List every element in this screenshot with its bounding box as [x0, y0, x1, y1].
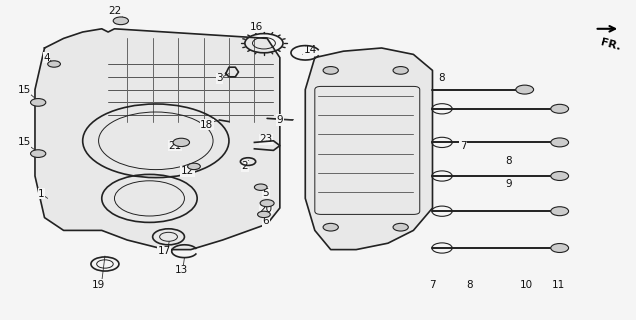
Text: 7: 7 [429, 280, 436, 291]
Circle shape [551, 207, 569, 216]
Text: 8: 8 [439, 73, 445, 84]
Circle shape [516, 85, 534, 94]
Text: 22: 22 [108, 6, 121, 16]
Polygon shape [35, 29, 280, 250]
Text: 11: 11 [552, 280, 565, 291]
Text: 16: 16 [250, 22, 263, 32]
Text: 14: 14 [304, 44, 317, 55]
Circle shape [31, 99, 46, 106]
Text: 20: 20 [259, 204, 272, 214]
Circle shape [551, 104, 569, 113]
Circle shape [254, 184, 267, 190]
Circle shape [260, 200, 274, 207]
Circle shape [31, 150, 46, 157]
Text: 8: 8 [506, 156, 512, 166]
Text: 5: 5 [263, 188, 269, 198]
Text: 13: 13 [175, 265, 188, 276]
Circle shape [258, 211, 270, 218]
Circle shape [551, 172, 569, 180]
Polygon shape [305, 48, 432, 250]
Circle shape [323, 67, 338, 74]
Text: 12: 12 [181, 166, 194, 176]
Text: 6: 6 [263, 216, 269, 227]
Text: 18: 18 [200, 120, 213, 130]
Text: 3: 3 [216, 73, 223, 84]
Circle shape [323, 223, 338, 231]
Text: 23: 23 [259, 134, 272, 144]
Circle shape [113, 17, 128, 25]
Text: 9: 9 [277, 115, 283, 125]
Text: 4: 4 [43, 52, 50, 63]
Text: FR.: FR. [600, 37, 622, 52]
Circle shape [173, 138, 190, 147]
Text: 19: 19 [92, 280, 105, 290]
Text: 1: 1 [38, 188, 45, 199]
Text: 21: 21 [169, 140, 181, 151]
Circle shape [551, 244, 569, 252]
Text: 2: 2 [242, 161, 248, 172]
Text: 15: 15 [18, 137, 31, 148]
Circle shape [188, 163, 200, 170]
Text: 9: 9 [506, 179, 512, 189]
Circle shape [393, 223, 408, 231]
Circle shape [393, 67, 408, 74]
Text: 17: 17 [158, 246, 170, 256]
Text: 15: 15 [18, 84, 31, 95]
Text: 10: 10 [520, 280, 533, 291]
Text: 7: 7 [460, 140, 466, 151]
Text: 8: 8 [466, 280, 473, 291]
Circle shape [551, 138, 569, 147]
Circle shape [48, 61, 60, 67]
